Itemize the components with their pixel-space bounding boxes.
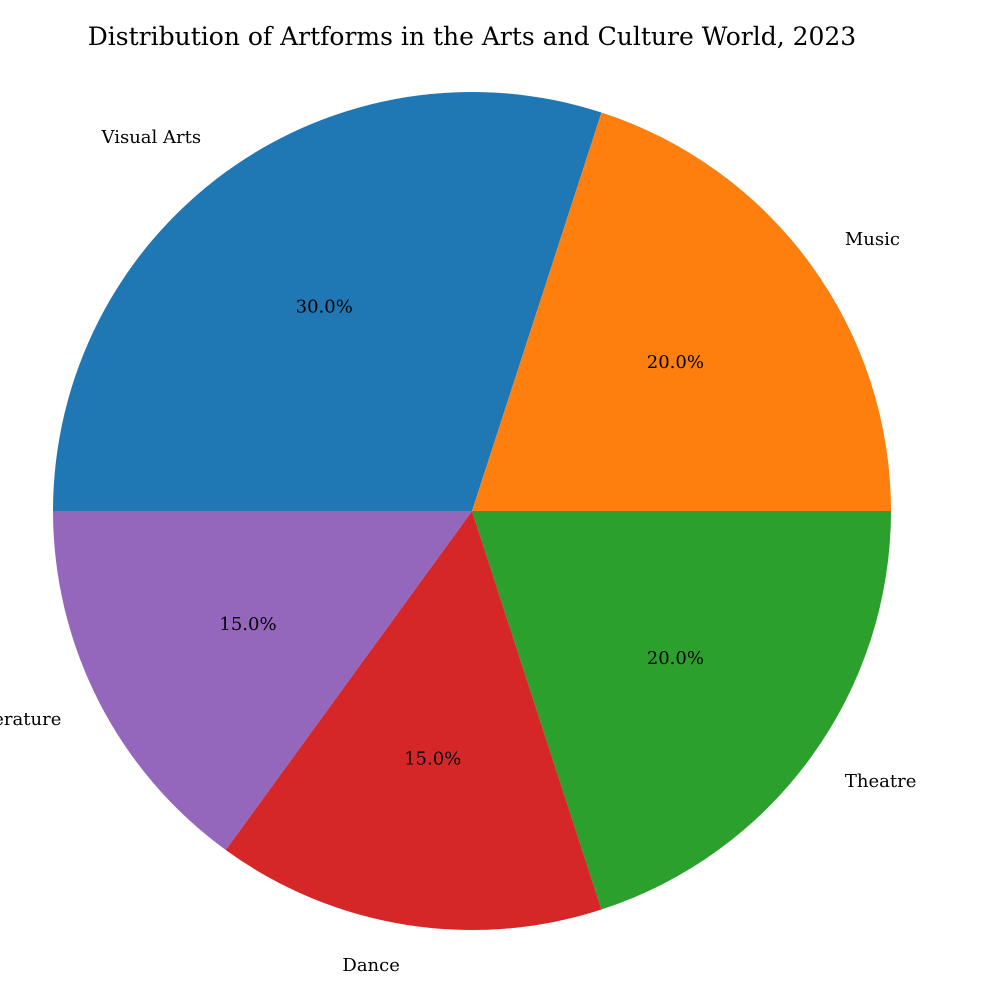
pie-labels: Visual Arts 30.0% Music 20.0% Theatre 20.0% Da… [0,127,916,976]
pct-label-dance: 15.0% [404,748,461,769]
slice-label-literature: Literature [0,709,61,730]
pct-label-visual-arts: 30.0% [296,297,353,318]
slice-dance [225,511,602,930]
slice-theatre [472,511,891,910]
chart-title: Distribution of Artforms in the Arts and… [88,22,856,51]
slice-label-theatre: Theatre [845,771,916,792]
slice-literature [53,511,472,850]
slice-visual-arts [53,91,602,511]
pct-label-theatre: 20.0% [647,648,704,669]
pct-label-music: 20.0% [647,352,704,373]
pct-label-literature: 15.0% [219,614,276,635]
slice-music [472,112,892,511]
pie-slices [53,91,892,930]
slice-label-dance: Dance [342,955,400,976]
slice-label-music: Music [845,229,900,250]
slice-label-visual-arts: Visual Arts [101,127,202,148]
